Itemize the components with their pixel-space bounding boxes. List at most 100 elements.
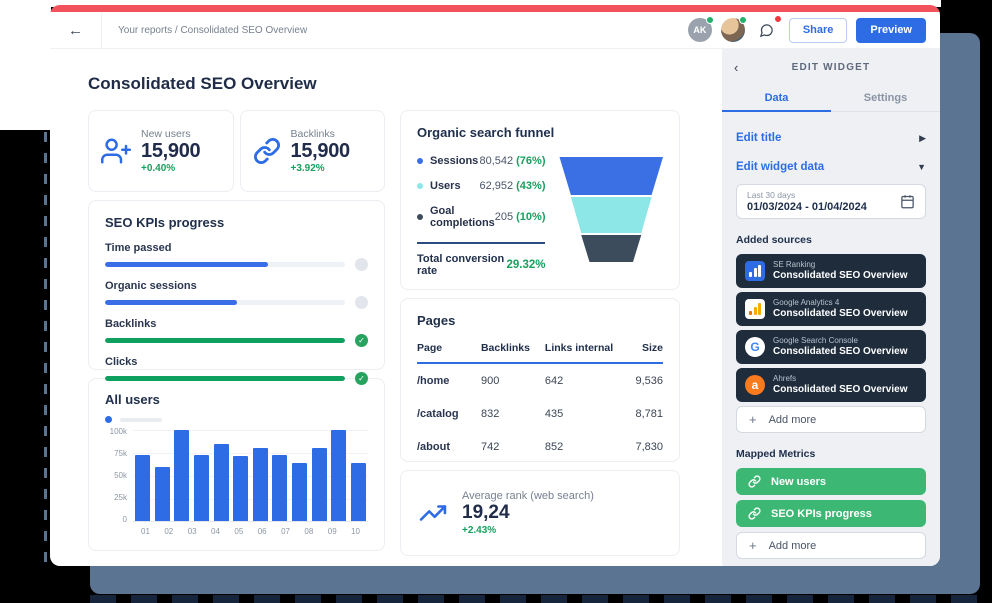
funnel-dot-icon [417,214,423,220]
source-card[interactable]: SE Ranking Consolidated SEO Overview [736,254,926,288]
progress-fill [105,338,345,343]
link-icon [748,507,761,520]
preview-button[interactable]: Preview [856,17,926,43]
funnel-segment-sessions [559,157,663,195]
bar [213,443,229,521]
source-name: Google Analytics 4 [773,297,840,307]
pending-circle-icon [355,296,368,309]
panel-tabs: Data Settings [722,85,940,112]
widget-title: Organic search funnel [417,125,555,140]
toolbar: ← Your reports / Consolidated SEO Overvi… [50,12,940,49]
total-conversion-value: 29.32% [506,259,546,271]
date-preset: Last 30 days [747,190,796,200]
column-header: Backlinks [480,336,545,364]
add-more-label: Add more [768,539,817,552]
y-tick-label: 50k [114,471,127,480]
funnel-graphic [559,155,663,277]
date-range-picker[interactable]: Last 30 days 01/03/2024 - 01/04/2024 [736,184,926,219]
tab-settings[interactable]: Settings [863,91,908,104]
progress-label: Time passed [105,242,172,254]
progress-label: Backlinks [105,318,157,330]
source-card[interactable]: a Ahrefs Consolidated SEO Overview [736,368,926,402]
funnel-row-percent: (43%) [516,180,546,192]
avatar-initials: AK [693,25,707,35]
trend-up-icon [419,505,447,521]
avatar-photo[interactable] [720,16,747,42]
ahrefs-icon: a [745,375,765,395]
bar [272,454,288,521]
source-subtitle: Consolidated SEO Overview [773,269,908,281]
source-card[interactable]: G Google Search Console Consolidated SEO O… [736,330,926,364]
all-users-widget[interactable]: All users 100k 75k 50k 25k 0 01 02 03 04 05 06 07 0… [88,378,385,551]
avatar-ak[interactable]: AK [687,16,714,42]
source-name: Ahrefs [773,373,797,383]
page-cell: /about [417,441,450,453]
all-users-plot [133,430,368,522]
table-header-row: Page Backlinks Links internal Size [417,336,663,364]
column-header: Size [618,336,663,364]
edit-widget-data-row[interactable]: Edit widget data ▼ [736,154,926,180]
online-status-dot [738,16,747,24]
bar [154,467,170,521]
panel-back-button[interactable]: ‹ [734,59,739,75]
bar [292,462,307,521]
seo-kpis-progress-widget[interactable]: SEO KPIs progress Time passed Organic ses… [88,200,385,385]
bar [252,448,268,521]
average-rank-widget[interactable]: Average rank (web search) 19,24 +2.43% [400,470,680,556]
progress-label: Clicks [105,356,138,368]
se-ranking-icon [745,261,765,281]
progress-fill [105,300,237,305]
funnel-segment-goal-completions [581,235,642,262]
value-cell: 900 [480,375,500,387]
edit-title-row[interactable]: Edit title ▶ [736,125,926,151]
table-row: /about 742 852 7,830 [417,430,663,463]
check-circle-icon: ✓ [355,334,368,347]
google-search-console-icon: G [745,337,765,357]
kpis-progress-list: Time passed Organic sessions Backlinks ✓ Cli… [105,242,368,385]
value-cell: 7,830 [635,441,663,453]
source-subtitle: Consolidated SEO Overview [773,383,908,395]
check-circle-icon: ✓ [355,372,368,385]
value-cell: 642 [544,375,564,387]
funnel-row: Users 62,952 (43%) [417,180,545,192]
source-subtitle: Consolidated SEO Overview [773,307,908,319]
mapped-metric-button[interactable]: SEO KPIs progress [736,500,926,527]
bar [350,462,366,521]
chat-button[interactable] [753,15,782,43]
funnel-row-percent: (10%) [516,211,546,223]
x-axis-labels: 01 02 03 04 05 06 07 08 09 10 [133,522,368,536]
tab-data[interactable]: Data [722,85,831,112]
kpi-card-new-users[interactable]: New users 15,900 +0.40% [88,110,234,192]
link-icon [748,475,761,488]
rank-delta: +2.43% [462,524,497,536]
breadcrumb[interactable]: Your reports / Consolidated SEO Overview [118,24,308,36]
kpi-delta: +0.40% [141,163,176,174]
add-source-button[interactable]: + Add more [736,406,926,433]
share-button[interactable]: Share [788,17,848,43]
source-name: Google Search Console [773,335,858,345]
add-metric-button[interactable]: + Add more [736,532,926,559]
added-sources-list: SE Ranking Consolidated SEO Overview Googl… [736,254,926,402]
widget-title: Pages [417,313,456,328]
calendar-icon [901,195,914,209]
funnel-row-label: Goal completions [430,205,495,229]
kpi-delta: +3.92% [290,163,325,174]
window-accent-bar [50,5,940,12]
column-header: Page [417,336,481,364]
kpi-card-backlinks[interactable]: Backlinks 15,900 +3.92% [239,110,385,192]
source-card[interactable]: Google Analytics 4 Consolidated SEO Overv… [736,292,926,326]
add-more-label: Add more [768,413,817,426]
bar [233,456,249,521]
pages-widget[interactable]: Pages Page Backlinks Links internal Size /h… [400,298,680,462]
page-title: Consolidated SEO Overview [88,74,317,93]
bar-chart: 100k 75k 50k 25k 0 01 02 03 04 05 06 07 08 09 10 [105,428,368,536]
caret-right-icon: ▶ [919,132,926,143]
widget-title: SEO KPIs progress [105,215,225,230]
funnel-legend: Sessions 80,542 (76%) Users 62,952 (43%) Goal … [417,155,545,229]
organic-search-funnel-widget[interactable]: Organic search funnel Sessions 80,542 (76%… [400,110,680,290]
notification-dot [773,15,782,23]
column-header: Links internal [544,336,619,364]
mapped-metric-button[interactable]: New users [736,468,926,495]
funnel-segment-users [570,197,652,233]
back-button[interactable]: ← [50,12,102,48]
